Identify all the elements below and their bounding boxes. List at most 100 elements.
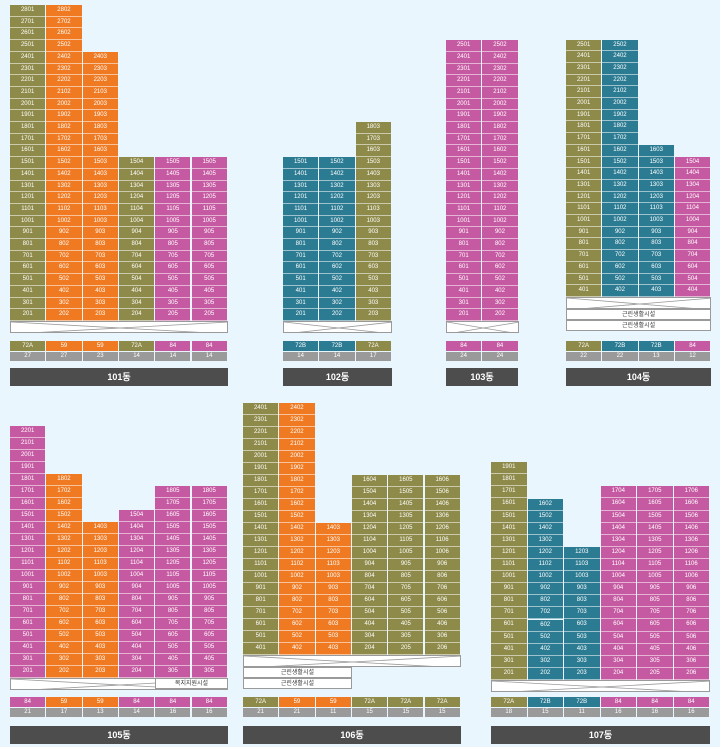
unit-cell: 902: [279, 583, 315, 595]
unit-cell: 1402: [319, 168, 355, 181]
unit-cell: 1005: [155, 215, 191, 228]
unit-cell: 2301: [566, 62, 602, 75]
unit-cell: 1103: [315, 559, 351, 571]
unit-cell: 2003: [82, 98, 118, 111]
unit-cell: 1704: [600, 486, 636, 499]
unit-column: 1504 1404 1304 1204 1104 1004 904 804 704 604 504 4…: [118, 510, 155, 678]
unit-cell: 805: [191, 239, 227, 251]
unit-cell: 601: [10, 618, 46, 630]
unit-cell: 605: [191, 262, 227, 275]
unit-cell: 803: [355, 239, 391, 251]
unit-column: 1403 1303 1203 1103 1003 903 803 703 603 503 403: [315, 523, 351, 655]
unit-cell: 405: [388, 619, 424, 631]
unit-cell: 1001: [243, 571, 279, 583]
unit-cell: 1602: [527, 498, 563, 511]
unit-cell: 403: [564, 643, 600, 656]
unit-count-cell: 11: [564, 708, 600, 717]
unit-cell: 305: [155, 666, 191, 678]
unit-count-cell: 22: [566, 352, 602, 361]
unit-type-cell: 59: [315, 697, 351, 707]
facility-box: 근린생활시설: [566, 309, 712, 320]
unit-cell: 301: [446, 297, 482, 310]
unit-cell: 502: [279, 631, 315, 643]
unit-cell: 501: [243, 631, 279, 643]
unit-cell: 1705: [155, 498, 191, 510]
unit-column: 2502 2402 2302 2202 2102 2002 1902 1802 1702 1602…: [482, 40, 518, 321]
unit-cell: 1601: [566, 144, 602, 157]
unit-cell: 902: [46, 582, 82, 594]
unit-cell: 805: [155, 239, 191, 251]
unit-cell: 903: [638, 226, 674, 239]
unit-cell: 403: [82, 642, 118, 654]
unit-cell: 1603: [638, 144, 674, 157]
unit-cell: 2302: [279, 415, 315, 427]
unit-column: 1505 1405 1305 1205 1105 1005 905 805 705 605 505 4…: [191, 157, 227, 321]
unit-cell: 305: [191, 666, 227, 678]
unit-type-cell: 72B: [283, 341, 319, 351]
unit-cell: 602: [46, 618, 82, 630]
unit-cell: 1703: [355, 133, 391, 146]
unit-cell: 1302: [279, 535, 315, 547]
unit-cell: 305: [637, 655, 673, 668]
unit-cell: 1901: [491, 462, 527, 475]
unit-cell: 304: [118, 654, 155, 666]
unit-cell: 1901: [566, 109, 602, 122]
unit-cell: 1503: [638, 156, 674, 169]
unit-cell: 901: [283, 227, 319, 240]
unit-column: 1604 1504 1404 1304 1204 1104 1004 904 804 704 604…: [351, 475, 388, 655]
unit-cell: 2101: [243, 439, 279, 451]
unit-cell: 1504: [600, 510, 636, 523]
unit-cell: 301: [491, 655, 527, 668]
unit-cell: 302: [527, 655, 563, 668]
unit-cell: 801: [283, 239, 319, 251]
unit-cell: 1605: [155, 510, 191, 522]
unit-cell: 1604: [600, 498, 636, 511]
unit-cell: 701: [566, 250, 602, 262]
unit-cell: 504: [600, 631, 636, 644]
unit-cell: 903: [82, 227, 118, 240]
unit-cell: 1303: [638, 179, 674, 192]
unit-cell: 502: [46, 274, 82, 286]
unit-type-cell: 84: [10, 697, 46, 707]
unit-type-cell: 59: [279, 697, 315, 707]
unit-count-cell: 15: [351, 708, 388, 717]
unit-cell: 503: [315, 631, 351, 643]
cross-line: [40, 322, 227, 332]
unit-cell: 601: [491, 619, 527, 632]
unit-cell: 905: [155, 227, 191, 240]
unit-cell: 2101: [566, 86, 602, 99]
unit-type-cell: 72B: [638, 341, 674, 351]
unit-cell: 804: [118, 594, 155, 606]
unit-cell: 202: [46, 309, 82, 321]
unit-cell: 1404: [674, 168, 711, 180]
unit-cell: 1502: [482, 157, 518, 169]
unit-cell: 1502: [46, 510, 82, 522]
unit-cell: 205: [155, 309, 191, 321]
unit-cell: 601: [566, 261, 602, 274]
unit-cell: 1404: [118, 522, 155, 534]
unit-cell: 1603: [355, 145, 391, 158]
unit-column: 2401 2301 2201 2101 2001 1901 1801 1701 1601 1501…: [243, 403, 279, 655]
unit-cell: 1405: [155, 534, 191, 546]
unit-cell: 1302: [319, 180, 355, 193]
unit-cell: 1801: [243, 475, 279, 487]
unit-cell: 1803: [82, 122, 118, 134]
unit-cell: 704: [351, 583, 388, 595]
unit-cell: 603: [564, 619, 600, 632]
unit-cell: 903: [564, 583, 600, 596]
unit-cell: 1302: [46, 180, 82, 193]
unit-cell: 2601: [10, 28, 46, 41]
unit-cell: 702: [482, 250, 518, 263]
unit-cell: 2402: [602, 51, 638, 63]
pilotis-base: [283, 321, 392, 333]
unit-column: 1501 1401 1301 1201 1101 1001 901 801 701 601 501 4…: [283, 157, 319, 321]
building-label: 107동: [491, 726, 710, 744]
unit-cell: 1305: [637, 534, 673, 547]
unit-cell: 501: [491, 631, 527, 644]
unit-cell: 2701: [10, 16, 46, 29]
unit-cell: 2002: [279, 451, 315, 463]
unit-cell: 704: [118, 250, 155, 263]
unit-cell: 1205: [191, 558, 227, 570]
unit-type-cell: 84: [191, 341, 227, 351]
unit-cell: 2401: [446, 51, 482, 64]
